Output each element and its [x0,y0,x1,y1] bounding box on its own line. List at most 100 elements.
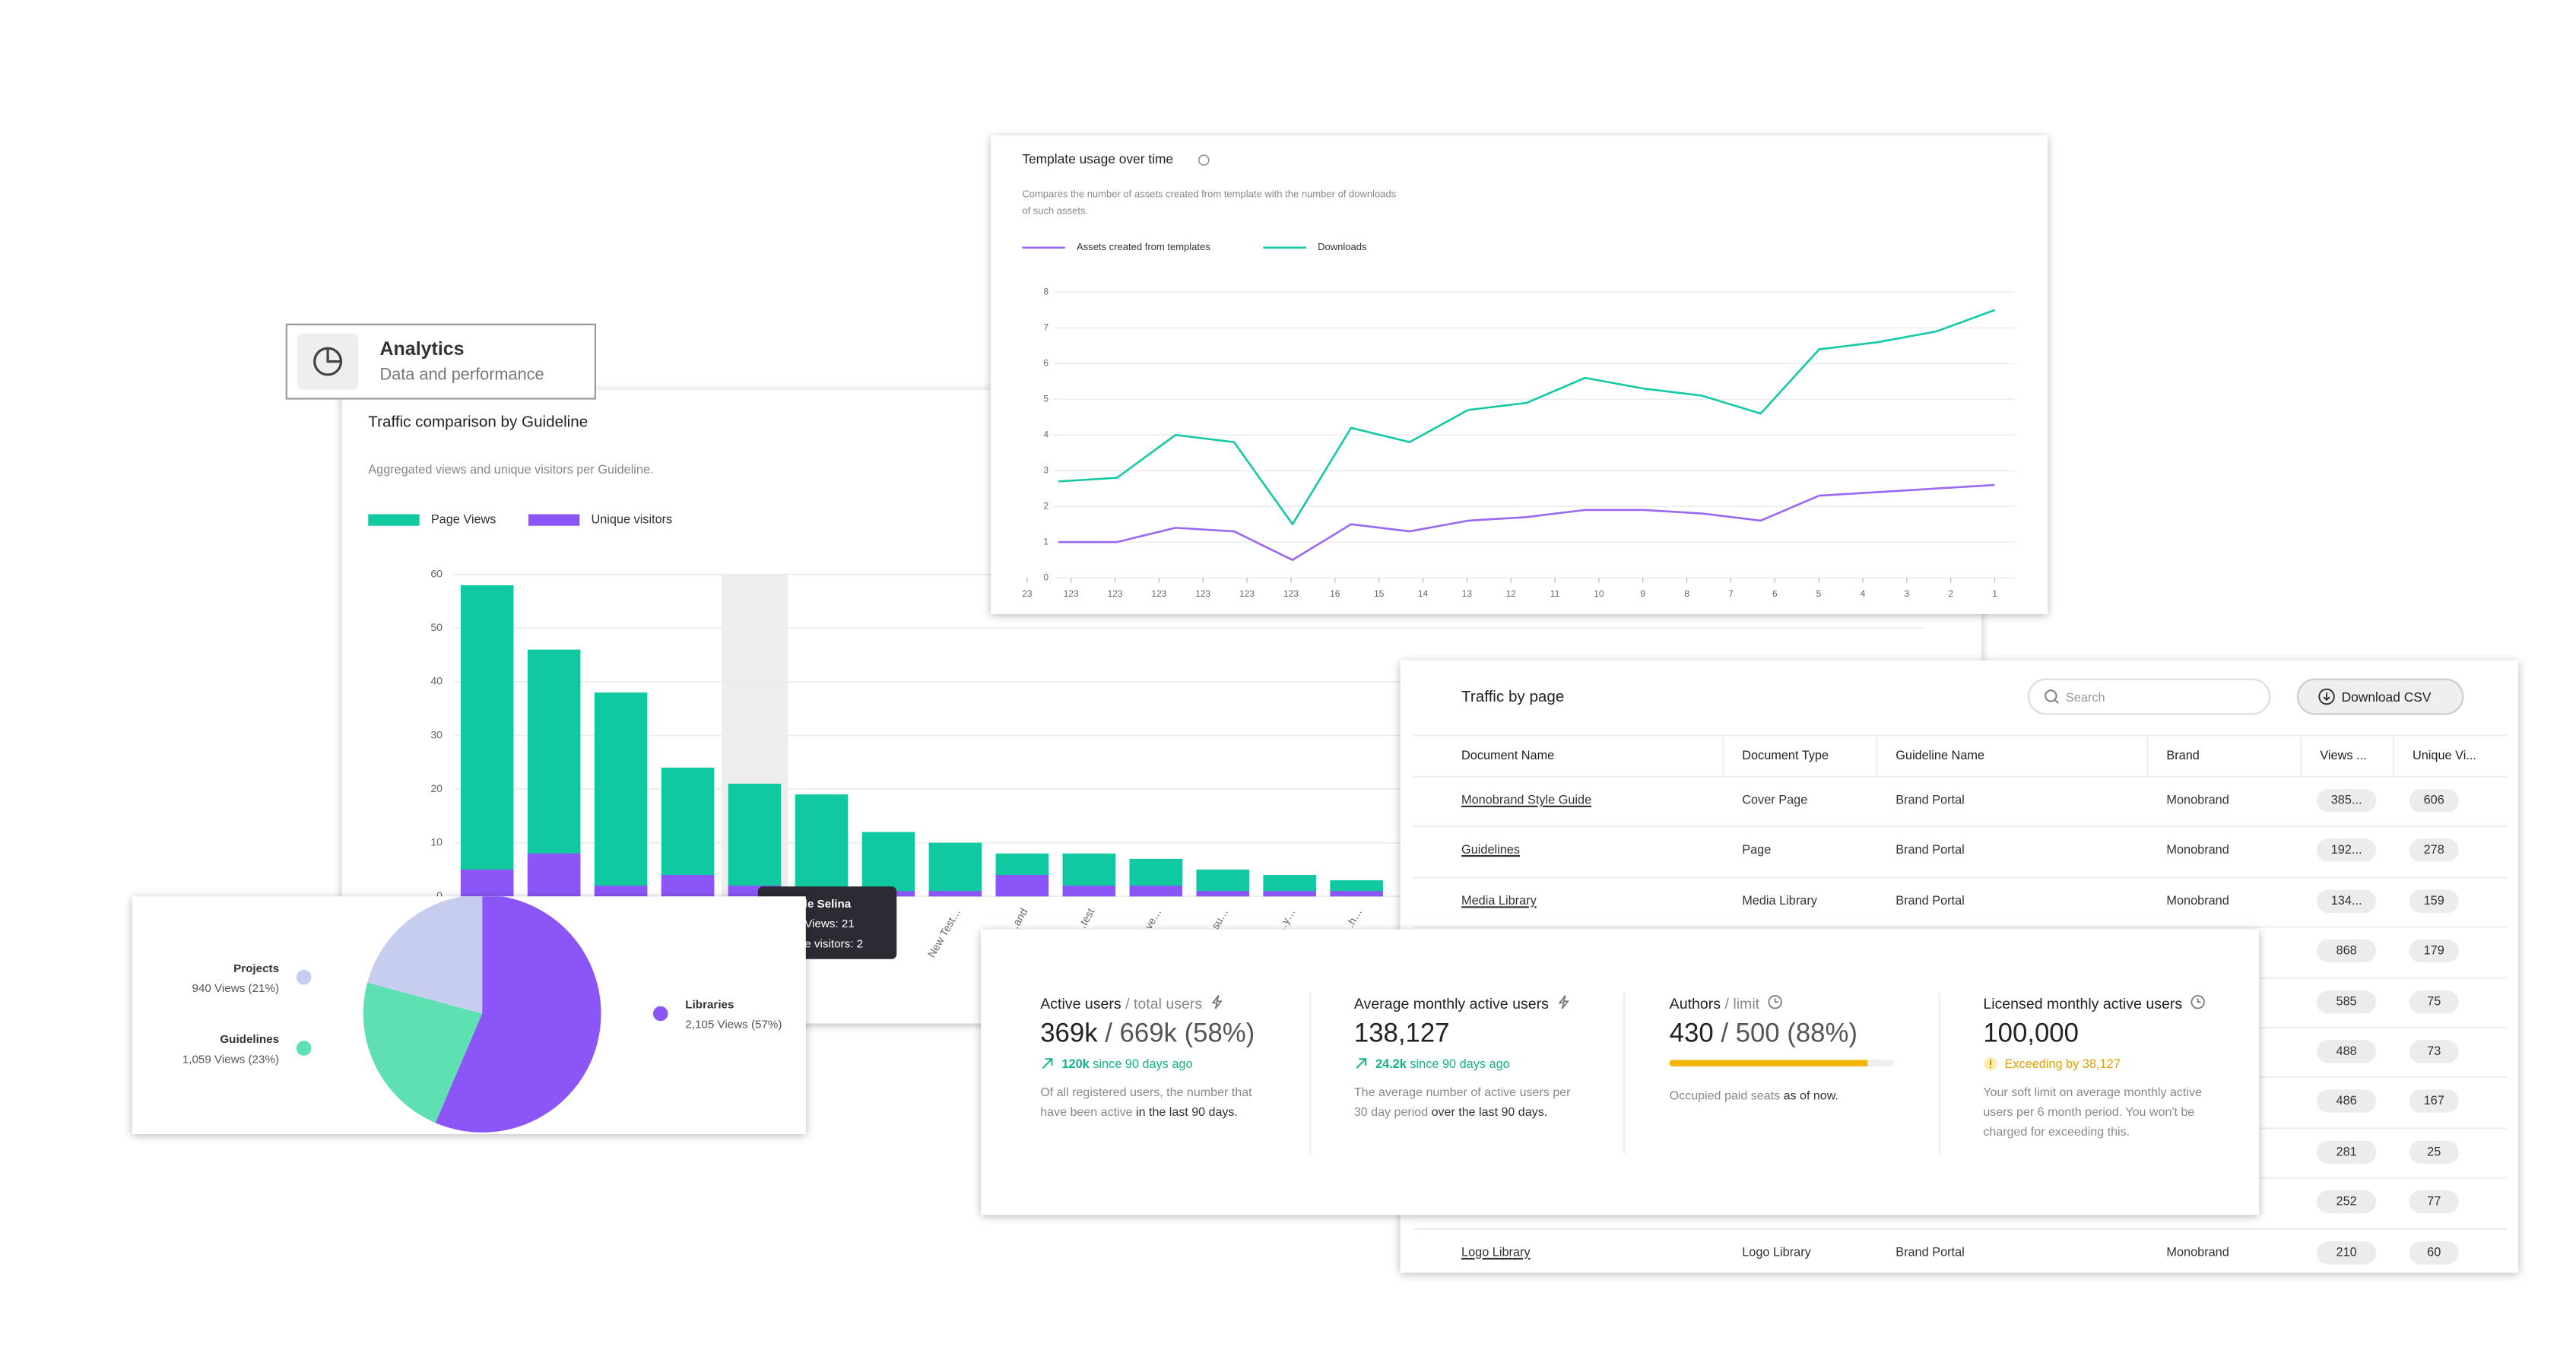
series-line [1058,483,1995,561]
arrow-shape [1042,1058,1053,1069]
badge-title: Analytics [379,340,465,360]
stat-number: 430 [1669,1020,1714,1049]
table-title: Traffic by page [1461,688,1565,707]
y-tick-label: 5 [1043,393,1048,404]
column-header: Document Name [1461,747,1555,763]
legend-label: Libraries [685,999,734,1012]
analytics-badge: Analytics Data and performance [285,323,597,400]
count-pill: 167 [2409,1090,2459,1114]
x-tick-label: 123 [1239,588,1255,599]
pie-chart: Libraries 2,105 Views (57%) Guidelines 1,05… [182,896,782,1133]
count-pill: 585 [2317,990,2377,1013]
legend-dot [296,1041,312,1056]
table-cell: Monobrand [2166,842,2229,858]
clock-icon [2190,995,2204,1009]
y-tick-label: 1 [1043,536,1048,547]
stat-value: 369k / 669k (58%) [1040,1019,1304,1051]
description-text: Of all registered users, the number that… [1040,1084,1252,1120]
count-pill: 77 [2409,1190,2459,1214]
stat-warning: Exceeding by 38,127 [1983,1055,2247,1073]
x-tick-label: 16 [1330,588,1340,599]
table-cell: Page [1742,842,1772,858]
stat: Licensed monthly active users 100,000 Exce… [1983,992,2247,1142]
bar [928,891,982,897]
count-pill: 192... [2317,839,2377,863]
column-divider [2146,734,2149,776]
y-tick-label: 7 [1043,322,1048,333]
x-tick-label: 23 [1022,588,1033,599]
x-tick-label: 11 [1550,588,1560,599]
y-tick-label: 4 [1043,429,1048,439]
search-box[interactable]: Search [2027,678,2271,715]
row-line [1413,926,2507,928]
description-bold: over the last 90 days. [1431,1104,1548,1120]
stat-value: 138,127 [1354,1019,1618,1051]
bar [661,875,715,897]
row-line [1413,775,2507,778]
column-divider [1722,734,1724,776]
column-divider [2392,734,2395,776]
stat-label: Average monthly active users [1353,995,1549,1012]
trend-text: since 90 days ago [1406,1056,1510,1072]
document-link[interactable]: Media Library [1461,892,1537,908]
stat-description: Of all registered users, the number that… [1040,1083,1268,1123]
pie-icon [313,347,343,376]
bar [1129,886,1183,897]
description-bold: in the last 90 days. [1136,1104,1238,1120]
column-header: Document Type [1742,747,1829,763]
x-tick-label: 1 [1992,588,1997,599]
column-divider [2300,734,2302,776]
bar [1196,891,1249,897]
stat: Authors / limit 430 / 500 (88%) Occupied p… [1669,992,1934,1106]
search-icon [2045,689,2059,704]
stat-title: Authors / limit [1670,992,1934,1015]
value-label: 2,105 Views (57%) [685,1019,782,1031]
stat-label: Authors [1669,995,1721,1012]
count-pill: 252 [2317,1190,2377,1214]
count-pill: 488 [2317,1040,2377,1063]
y-tick-label: 8 [1043,287,1048,297]
table-cell: Monobrand [2166,1244,2229,1260]
row-line [1413,825,2507,828]
stat-label-suffix: / total users [1121,995,1203,1012]
x-tick-label: 3 [1905,588,1910,599]
info-icon [1198,154,1210,166]
stat-number-suffix: / 500 (88%) [1713,1020,1857,1049]
count-pill: 75 [2409,990,2459,1013]
stat-title: Average monthly active users [1354,992,1618,1015]
table-cell: Brand Portal [1896,842,1965,858]
bar [795,794,849,897]
table-cell: Logo Library [1742,1244,1811,1260]
x-tick-label: New Test… [925,906,963,959]
description-text: Your soft limit on average monthly activ… [1983,1084,2202,1139]
bar [928,842,982,897]
stat-trend: 24.2k since 90 days ago [1354,1055,1618,1073]
bar [594,692,648,897]
x-tick-label: 9 [1640,588,1645,599]
bolt-shape [1558,995,1569,1009]
document-link[interactable]: Logo Library [1461,1244,1531,1260]
description-text: Occupied paid seats [1669,1088,1784,1103]
count-pill: 73 [2409,1040,2459,1063]
stat-value: 100,000 [1983,1019,2247,1051]
x-tick-label: 123 [1283,588,1299,599]
y-tick-label: 3 [1043,464,1048,475]
progress-track [1669,1060,1895,1066]
table-cell: Brand Portal [1896,892,1965,908]
count-pill: 486 [2317,1090,2377,1114]
download-button[interactable]: Download CSV [2296,678,2464,715]
count-pill: 210 [2317,1241,2377,1264]
table-cell: Brand Portal [1896,792,1965,808]
document-link[interactable]: Monobrand Style Guide [1461,792,1592,808]
legend-swatch [528,514,580,526]
document-link[interactable]: Guidelines [1461,842,1521,858]
bar [460,869,514,897]
table-cell: Cover Page [1742,792,1808,808]
chart-title: Traffic comparison by Guideline [368,413,588,430]
download-label: Download CSV [2341,689,2432,705]
count-pill: 134... [2317,889,2377,913]
column-divider [1876,734,1878,776]
line-chart: Template usage over time Compares the num… [1022,151,2015,599]
bar [1263,891,1316,897]
